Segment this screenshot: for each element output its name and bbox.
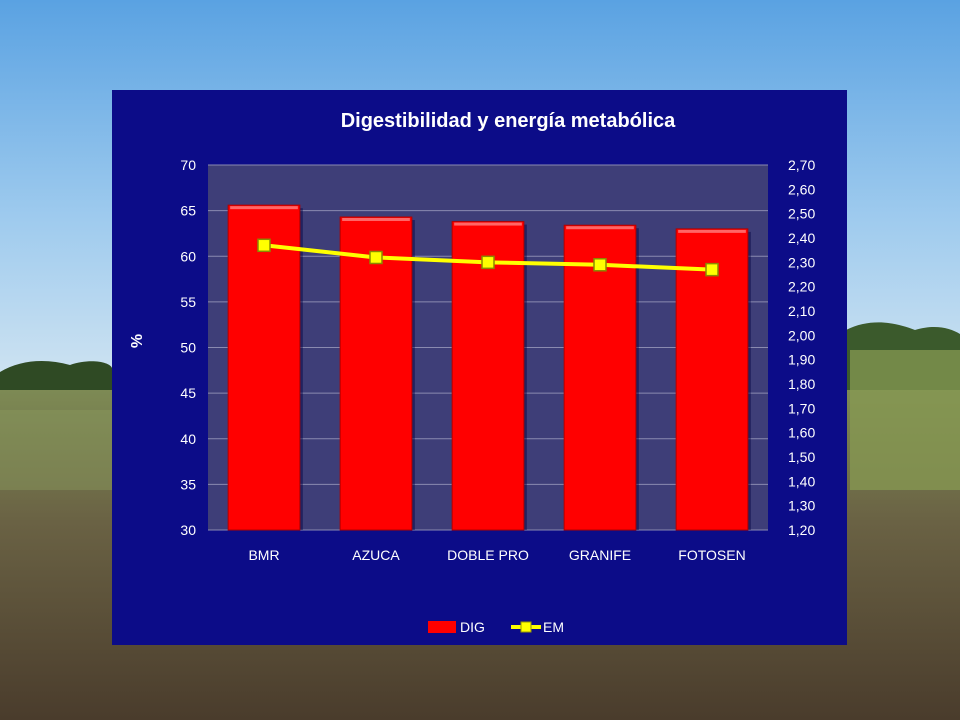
bar-highlight <box>230 206 298 210</box>
bar-highlight <box>454 222 522 226</box>
category-label: FOTOSEN <box>678 547 745 563</box>
legend-marker-em <box>520 621 532 633</box>
right-tick-label: 2,00 <box>788 327 815 343</box>
left-tick-label: 30 <box>180 522 196 538</box>
bar-doble-pro <box>451 221 525 531</box>
category-label: DOBLE PRO <box>447 547 529 563</box>
legend: DIG EM <box>428 619 564 635</box>
right-tick-label: 2,40 <box>788 230 815 246</box>
legend-label-em: EM <box>543 619 564 635</box>
right-tick-label: 1,20 <box>788 522 815 538</box>
bar-highlight <box>566 226 634 230</box>
em-point <box>593 258 607 272</box>
right-tick-label: 2,20 <box>788 279 815 295</box>
category-label: GRANIFE <box>569 547 631 563</box>
left-tick-label: 40 <box>180 431 196 447</box>
right-tick-label: 1,90 <box>788 352 815 368</box>
chart-title: Digestibilidad y energía metabólica <box>341 110 676 132</box>
right-tick-label: 2,70 <box>788 157 815 173</box>
bar-granife <box>563 224 637 531</box>
category-label: BMR <box>248 547 279 563</box>
left-tick-label: 70 <box>180 157 196 173</box>
bar-azuca <box>339 216 413 531</box>
line-series <box>257 238 719 277</box>
em-point <box>481 255 495 270</box>
em-point <box>705 262 719 277</box>
bar-highlight <box>342 218 410 222</box>
y-axis-label: % <box>129 334 146 348</box>
right-tick-label: 2,60 <box>788 181 815 197</box>
legend-label-dig: DIG <box>460 619 485 635</box>
bar-bmr <box>227 204 301 531</box>
bar-highlight <box>678 229 746 233</box>
right-tick-label: 1,40 <box>788 473 815 489</box>
right-tick-label: 1,30 <box>788 498 815 514</box>
right-tick-label: 1,80 <box>788 376 815 392</box>
right-tick-label: 2,50 <box>788 206 815 222</box>
legend-swatch-dig <box>428 621 456 633</box>
em-point <box>257 238 271 253</box>
category-label: AZUCA <box>352 547 400 563</box>
right-tick-label: 1,50 <box>788 449 815 465</box>
right-axis-ticks: 1,20 1,30 1,40 1,50 1,60 1,70 1,80 1,90 2,00 2,10… <box>788 157 815 538</box>
right-tick-label: 2,30 <box>788 254 815 270</box>
left-tick-label: 35 <box>180 476 196 492</box>
left-tick-label: 50 <box>180 340 196 356</box>
left-axis-ticks: 30 35 40 45 50 55 60 65 70 <box>180 157 196 538</box>
left-tick-label: 65 <box>180 203 196 219</box>
left-tick-label: 60 <box>180 248 196 264</box>
bar-fotosen <box>675 228 749 531</box>
right-tick-label: 1,60 <box>788 425 815 441</box>
right-tick-label: 1,70 <box>788 400 815 416</box>
bar-series <box>227 204 751 531</box>
left-tick-label: 55 <box>180 294 196 310</box>
category-labels: BMR AZUCA DOBLE PRO GRANIFE FOTOSEN <box>248 547 745 563</box>
right-tick-label: 2,10 <box>788 303 815 319</box>
em-point <box>369 250 383 265</box>
left-tick-label: 45 <box>180 385 196 401</box>
